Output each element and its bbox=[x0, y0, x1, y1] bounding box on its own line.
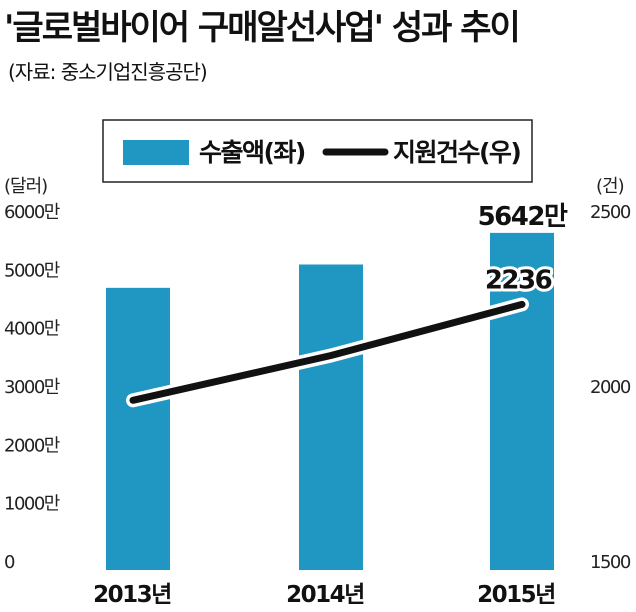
bar bbox=[106, 287, 170, 570]
left-axis-tick: 4000만 bbox=[4, 319, 60, 340]
left-axis-unit: (달러) bbox=[4, 176, 47, 197]
left-axis-tick: 2000만 bbox=[4, 435, 60, 456]
bar-series bbox=[106, 232, 554, 570]
right-axis-tick: 1500 bbox=[590, 552, 631, 573]
chart-source: (자료: 중소기업진흥공단) bbox=[8, 60, 208, 84]
left-axis-tick: 1000만 bbox=[4, 494, 60, 515]
left-axis-tick: 3000만 bbox=[4, 377, 60, 398]
left-axis-tick: 6000만 bbox=[4, 202, 60, 223]
line-point bbox=[330, 354, 332, 357]
x-axis-ticks: 2013년 2014년 2015년 bbox=[93, 582, 557, 608]
right-axis-tick: 2500 bbox=[590, 202, 631, 223]
legend: 수출액(좌) 지원건수(우) bbox=[102, 119, 533, 183]
line-point bbox=[132, 399, 134, 402]
legend-bar-swatch bbox=[123, 140, 189, 165]
bar bbox=[490, 232, 554, 570]
chart-title: '글로벌바이어 구매알선사업' 성과 추이 bbox=[4, 8, 521, 48]
left-axis-tick: 5000만 bbox=[4, 260, 60, 281]
left-axis-tick: 0 bbox=[4, 552, 15, 573]
line-data-label: 2236 bbox=[485, 265, 552, 295]
right-axis-tick: 2000 bbox=[590, 377, 631, 398]
x-axis-tick: 2013년 bbox=[93, 582, 171, 608]
x-axis-tick: 2015년 bbox=[477, 582, 555, 608]
line-series bbox=[126, 297, 529, 408]
bar-data-label: 5642만 bbox=[478, 202, 568, 232]
legend-bar-label: 수출액(좌) bbox=[199, 138, 305, 167]
right-axis-ticks: 1500 2000 2500 bbox=[590, 202, 632, 573]
left-axis-ticks: 0 1000만 2000만 3000만 4000만 5000만 6000만 bbox=[4, 202, 61, 573]
right-axis-unit: (건) bbox=[596, 176, 624, 197]
bar bbox=[299, 264, 363, 570]
line-point bbox=[521, 303, 523, 306]
legend-line-label: 지원건수(우) bbox=[393, 138, 520, 167]
data-labels: 5642만 2236 bbox=[478, 202, 570, 299]
x-axis-tick: 2014년 bbox=[286, 582, 364, 608]
